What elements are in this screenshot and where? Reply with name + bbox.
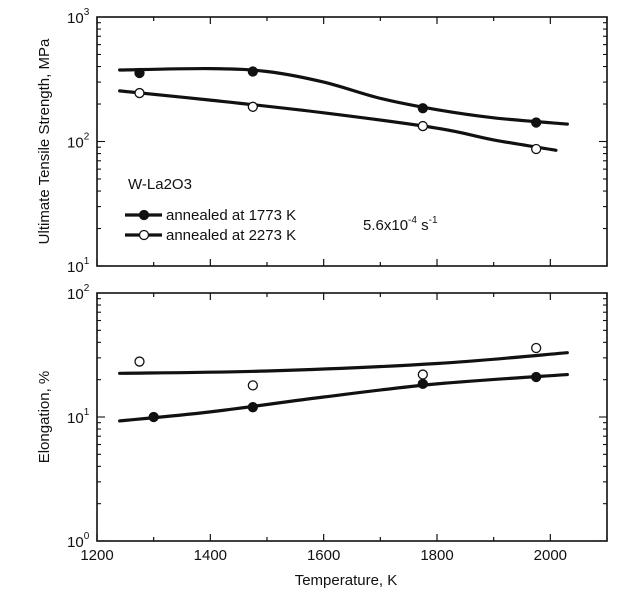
data-point-annealed-2273k	[247, 380, 258, 391]
y-tick-label-base: 10	[67, 135, 84, 152]
data-point-annealed-2273k	[417, 120, 428, 132]
y-tick-label-base: 10	[67, 259, 84, 276]
data-point-annealed-1773k	[247, 402, 258, 413]
y-tick-label-base: 10	[67, 10, 84, 27]
x-tick-label: 1800	[420, 547, 453, 564]
y-tick-label: 102	[67, 132, 90, 152]
y-tick-label: 101	[67, 256, 90, 276]
y-tick-label-base: 10	[67, 534, 84, 551]
y-tick-label-exponent: 2	[84, 132, 90, 143]
y-tick-label: 101	[67, 407, 90, 427]
fit-curve-annealed-1773k	[118, 372, 569, 423]
data-point-annealed-1773k	[417, 103, 428, 114]
legend-marker-annealed-1773k	[138, 209, 150, 221]
y-tick-label-exponent: 0	[84, 531, 90, 542]
fit-curve-annealed-1773k	[118, 66, 569, 126]
x-tick-label: 2000	[534, 547, 567, 564]
x-axis-label: Temperature, K	[295, 572, 398, 589]
data-point-annealed-1773k	[134, 67, 145, 79]
data-point-annealed-2273k	[247, 101, 258, 112]
y-tick-label-exponent: 1	[84, 407, 90, 418]
data-point-annealed-2273k	[531, 143, 542, 155]
strain-rate-exponent: -4	[408, 215, 417, 226]
strain-rate-base: 5.6x10	[363, 217, 408, 234]
material-label: W-La2O3	[128, 176, 192, 193]
y-tick-label-exponent: 3	[84, 7, 90, 18]
y-tick-label-exponent: 2	[84, 283, 90, 294]
data-point-annealed-2273k	[134, 356, 145, 367]
strain-rate-label: 5.6x10-4 s-1	[363, 215, 438, 234]
x-tick-label: 1200	[80, 547, 113, 564]
data-point-annealed-2273k	[417, 369, 428, 380]
legend-marker-annealed-2273k	[138, 229, 150, 241]
fit-curve-annealed-2273k	[118, 89, 558, 152]
data-point-annealed-2273k	[531, 342, 542, 354]
strain-rate-unit-exponent: -1	[429, 215, 438, 226]
fit-curve-annealed-2273k	[118, 351, 569, 375]
data-point-annealed-2273k	[134, 87, 145, 99]
y-tick-label: 102	[67, 283, 90, 303]
y-axis-label: Ultimate Tensile Strength, MPa	[36, 38, 53, 244]
data-point-annealed-1773k	[247, 66, 258, 77]
y-tick-label-base: 10	[67, 286, 84, 303]
y-tick-label-exponent: 1	[84, 256, 90, 267]
y-tick-label: 103	[67, 7, 90, 27]
x-tick-label: 1400	[194, 547, 227, 564]
data-point-annealed-1773k	[531, 117, 542, 128]
x-tick-label: 1600	[307, 547, 340, 564]
strain-rate-unit: s	[417, 217, 429, 234]
data-point-annealed-1773k	[531, 371, 542, 383]
data-point-annealed-1773k	[417, 378, 428, 390]
data-point-annealed-1773k	[148, 411, 159, 423]
y-tick-label-base: 10	[67, 410, 84, 427]
legend-label: annealed at 1773 K	[166, 207, 296, 224]
y-axis-label: Elongation, %	[36, 371, 53, 464]
y-tick-label: 100	[67, 531, 90, 551]
legend-label: annealed at 2273 K	[166, 227, 296, 244]
